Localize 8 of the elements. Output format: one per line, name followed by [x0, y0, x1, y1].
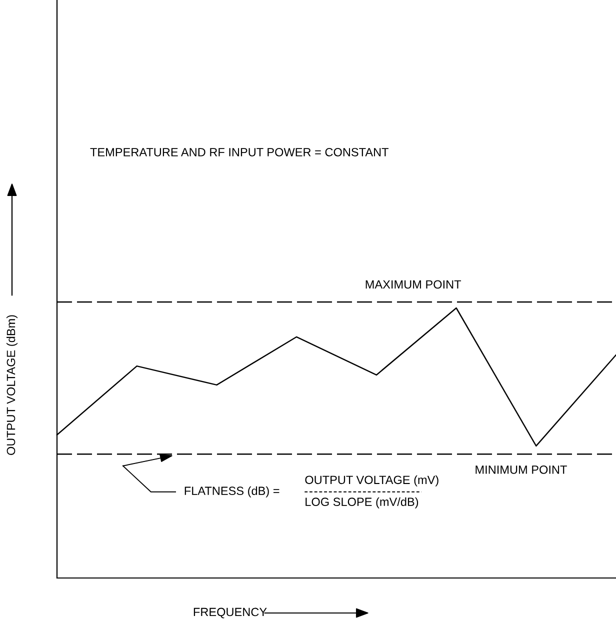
annotation: FLATNESS (dB) = [184, 486, 280, 498]
annotation: OUTPUT VOLTAGE (mV) [305, 475, 438, 486]
text: TEMPERATURE AND RF INPUT POWER = CONSTANT [90, 148, 388, 156]
ref-line-label: MAXIMUM POINT [366, 280, 462, 289]
x-axis-title: FREQUENCY [194, 608, 267, 618]
y-axis-title: OUTPUT VOLTAGE (dBm) [6, 315, 18, 455]
annotation: LOG SLOPE (mV/dB) [306, 497, 418, 508]
ref-line-label: MINIMUM POINT [476, 465, 567, 474]
